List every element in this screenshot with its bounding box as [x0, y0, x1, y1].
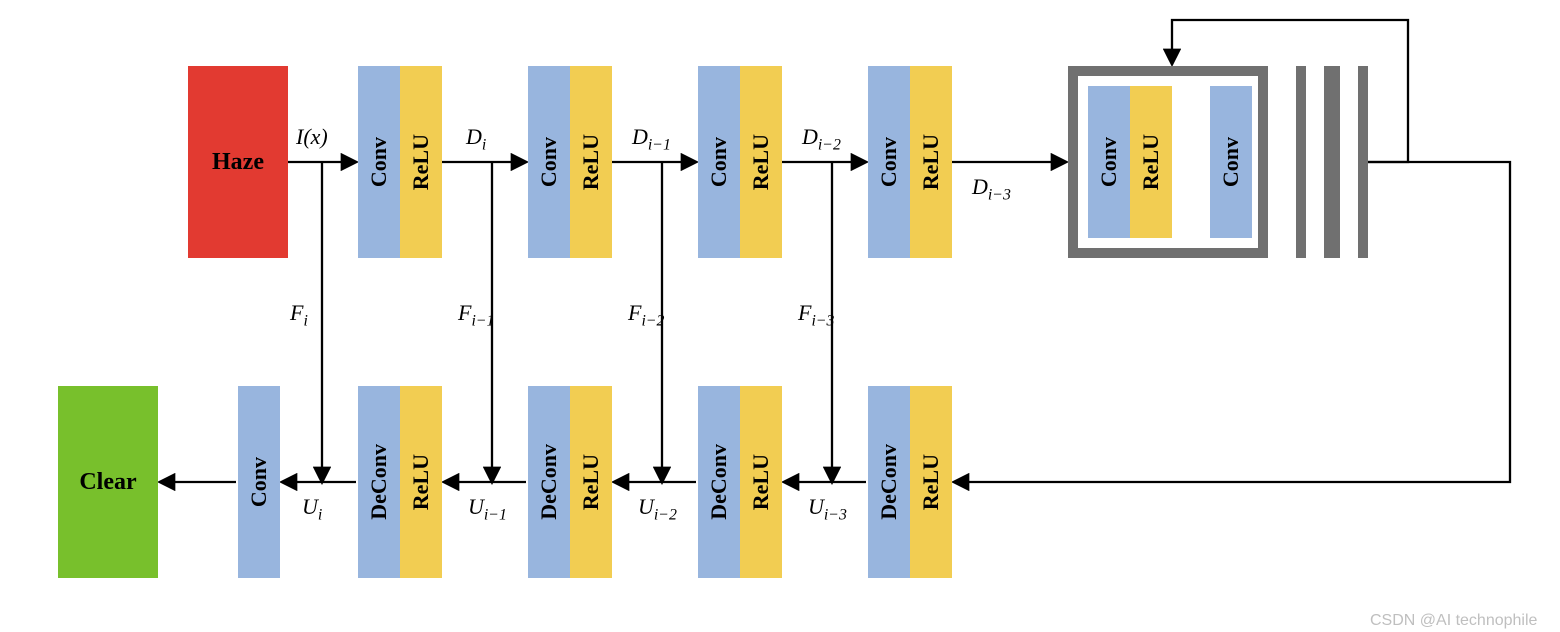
enc-conv-0: Conv [358, 66, 400, 258]
lbl-ix: I(x) [296, 124, 328, 150]
enc-conv-2: Conv [698, 66, 740, 258]
dec-relu-2: ReLU [740, 386, 782, 578]
clear-block: Clear [58, 386, 158, 578]
lbl-d2: Di−2 [802, 124, 841, 154]
extra-bar-2 [1358, 66, 1368, 258]
enc-conv-1: Conv [528, 66, 570, 258]
lbl-u3: Ui−3 [808, 494, 847, 524]
lbl-f3: Fi−3 [798, 300, 834, 330]
res-conv1: Conv [1088, 86, 1130, 238]
dec-relu-1: ReLU [570, 386, 612, 578]
enc-conv-3: Conv [868, 66, 910, 258]
enc-relu-0: ReLU [400, 66, 442, 258]
watermark: CSDN @AI technophile [1370, 612, 1537, 630]
dec-deconv-2: DeConv [698, 386, 740, 578]
lbl-f2: Fi−2 [628, 300, 664, 330]
lbl-f1: Fi−1 [458, 300, 494, 330]
dec-relu-0: ReLU [400, 386, 442, 578]
extra-bar-0 [1296, 66, 1306, 258]
enc-relu-1: ReLU [570, 66, 612, 258]
lbl-u2: Ui−2 [638, 494, 677, 524]
dec-deconv-3: DeConv [868, 386, 910, 578]
lbl-f0: Fi [290, 300, 308, 330]
dec-relu-3: ReLU [910, 386, 952, 578]
final-conv: Conv [238, 386, 280, 578]
dec-deconv-1: DeConv [528, 386, 570, 578]
lbl-d0: Di [466, 124, 486, 154]
res-relu: ReLU [1130, 86, 1172, 238]
haze-block: Haze [188, 66, 288, 258]
enc-relu-3: ReLU [910, 66, 952, 258]
lbl-d1: Di−1 [632, 124, 671, 154]
dec-deconv-0: DeConv [358, 386, 400, 578]
diagram-stage: HazeClearConvReLUConvReLUConvReLUConvReL… [0, 0, 1560, 632]
lbl-u1: Ui−1 [468, 494, 507, 524]
lbl-d3: Di−3 [972, 174, 1011, 204]
res-conv2: Conv [1210, 86, 1252, 238]
lbl-u0: Ui [302, 494, 322, 524]
extra-bar-1 [1324, 66, 1340, 258]
enc-relu-2: ReLU [740, 66, 782, 258]
